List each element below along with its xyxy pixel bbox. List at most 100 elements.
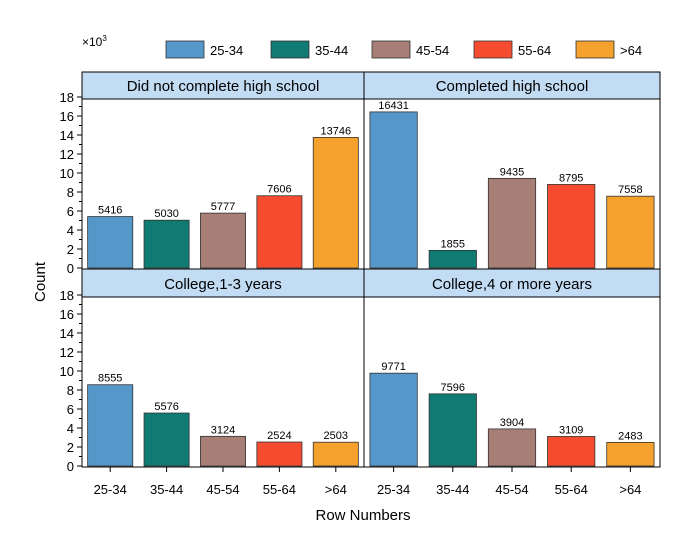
data-label: 2524 [267,430,291,442]
x-tick-label: 45-54 [495,482,528,497]
x-tick-label: 25-34 [377,482,410,497]
legend-swatch [165,40,205,59]
bar [606,442,655,467]
plot-frame [81,98,661,270]
legend-item: 25-34 [165,40,243,59]
y-tick-label: 12 [60,147,74,162]
panels: Did not complete high school 5416 5030 5777… [81,71,661,467]
bar [200,212,246,269]
y-tick-label: 14 [60,326,74,341]
data-label: 3109 [559,424,583,436]
legend-swatch [473,40,513,59]
panel-header [81,71,365,100]
y-tick-label: 14 [60,128,74,143]
bar [428,249,477,269]
y-tick-label: 8 [67,383,74,398]
legend-swatch [270,40,310,59]
data-label: 3904 [500,417,524,429]
x-tick-label: >64 [325,482,347,497]
x-axis-label: Row Numbers [315,507,410,524]
y-tick-label: 6 [67,204,74,219]
legend-label: 35-44 [315,43,348,58]
y-multiplier-label: ×103 [82,34,107,49]
y-tick-label: 2 [67,242,74,257]
bar [143,412,190,467]
data-label: 5576 [154,401,178,413]
bar [87,216,134,269]
bar [369,111,418,269]
y-tick-label: 10 [60,364,74,379]
y-tick-label: 4 [67,223,74,238]
data-label: 9771 [381,361,405,373]
y-tick-label: 0 [67,459,74,474]
data-label: 7596 [441,382,465,394]
y-tick-label: 6 [67,402,74,417]
panel: Did not complete high school 5416 5030 5777… [81,71,365,269]
y-tick-label: 10 [60,166,74,181]
panel-title: College,4 or more years [432,276,592,293]
bar [200,435,246,467]
bar [547,184,596,269]
data-label: 2483 [618,430,642,442]
panel-title: Completed high school [436,78,589,95]
bar [487,177,537,269]
data-label: 5777 [211,201,235,213]
panel-header [363,268,661,298]
x-tick-label: 35-44 [150,482,183,497]
panel: College,1-3 years 8555 5576 3124 2524 2503 [81,268,365,467]
bar [312,137,359,269]
legend-item: 35-44 [270,40,348,59]
data-label: 7558 [618,184,642,196]
bar [87,384,134,467]
y-tick-label: 18 [60,288,74,303]
legend-swatch [371,40,411,59]
legend-label: 25-34 [210,43,243,58]
legend-label: 45-54 [416,43,449,58]
legend-item: 45-54 [371,40,449,59]
panel-header [363,71,661,100]
data-label: 5416 [98,205,122,217]
data-label: 16431 [378,100,409,112]
y-tick-label: 16 [60,307,74,322]
bar [547,436,596,467]
panel-title: Did not complete high school [127,78,320,95]
x-tick-label: 25-34 [94,482,127,497]
data-label: 5030 [154,208,178,220]
x-tick-label: 55-64 [555,482,588,497]
y-axis-label: Count [32,261,49,302]
data-label: 8795 [559,172,583,184]
bar [428,393,477,467]
bar [143,219,190,269]
y-tick-label: 18 [60,90,74,105]
legend-item: >64 [575,40,642,59]
bar [369,372,418,467]
x-tick-label: 45-54 [206,482,239,497]
y-tick-label: 16 [60,109,74,124]
bar [256,195,303,269]
legend-label: >64 [620,43,642,58]
data-label: 2503 [324,430,348,442]
panel: College,4 or more years 9771 7596 3904 3109 2… [363,268,661,467]
panel-title: College,1-3 years [164,276,282,293]
legend-label: 55-64 [518,43,551,58]
y-tick-label: 0 [67,261,74,276]
y-tick-label: 12 [60,345,74,360]
axes: 0 2 4 6 8 10 12 14 16 18 0 2 4 6 8 10 12 14 16 18 25-34 35-44… [60,90,661,497]
legend: 25-34 35-44 45-54 55-64 >64 [165,40,642,59]
bar [312,441,359,467]
data-label: 1855 [441,238,465,250]
plot-frame [81,296,661,468]
legend-swatch [575,40,615,59]
x-tick-label: 35-44 [436,482,469,497]
panel: Completed high school 16431 1855 9435 8795 75… [363,71,661,269]
data-label: 13746 [321,125,352,137]
x-tick-label: >64 [619,482,641,497]
y-tick-label: 8 [67,185,74,200]
data-label: 3124 [211,424,235,436]
y-tick-label: 2 [67,440,74,455]
data-label: 9435 [500,166,524,178]
data-label: 8555 [98,373,122,385]
x-tick-label: 55-64 [263,482,296,497]
bar [606,195,655,269]
